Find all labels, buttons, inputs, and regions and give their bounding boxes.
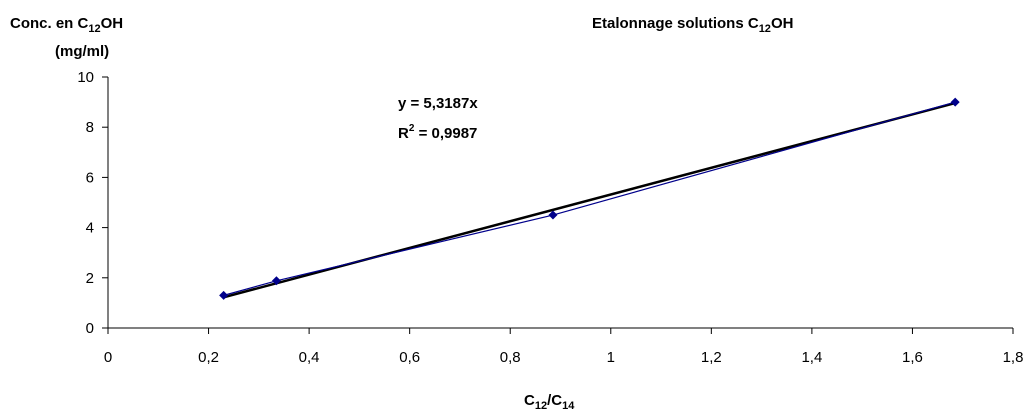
x-tick-label: 1,6 bbox=[902, 349, 923, 366]
series-line bbox=[223, 101, 956, 296]
data-point bbox=[271, 276, 281, 286]
y-tick-label: 4 bbox=[86, 220, 94, 237]
y-tick-label: 0 bbox=[86, 320, 94, 337]
trendline bbox=[223, 101, 956, 299]
data-point bbox=[950, 97, 960, 107]
x-tick-label: 0,6 bbox=[399, 349, 420, 366]
trendline-equation: y = 5,3187x bbox=[398, 95, 478, 112]
data-point bbox=[219, 290, 229, 300]
x-tick-label: 1,2 bbox=[701, 349, 722, 366]
y-axis-label: Conc. en C12OH bbox=[10, 15, 123, 35]
x-axis-label: C12/C14 bbox=[524, 392, 575, 412]
trendline-r-squared: R2 = 0,9987 bbox=[398, 123, 477, 142]
x-tick-label: 0,4 bbox=[299, 349, 320, 366]
y-axis-unit: (mg/ml) bbox=[55, 43, 109, 60]
data-point bbox=[548, 210, 558, 220]
x-tick-label: 1,4 bbox=[801, 349, 822, 366]
x-tick-label: 0 bbox=[104, 349, 112, 366]
chart-title: Etalonnage solutions C12OH bbox=[592, 15, 793, 35]
x-tick-label: 1 bbox=[607, 349, 615, 366]
y-tick-label: 2 bbox=[86, 270, 94, 287]
y-tick-label: 6 bbox=[86, 169, 94, 186]
y-tick-label: 8 bbox=[86, 119, 94, 136]
x-tick-label: 0,2 bbox=[198, 349, 219, 366]
x-tick-label: 0,8 bbox=[500, 349, 521, 366]
x-tick-label: 1,8 bbox=[1003, 349, 1024, 366]
y-tick-label: 10 bbox=[77, 69, 94, 86]
